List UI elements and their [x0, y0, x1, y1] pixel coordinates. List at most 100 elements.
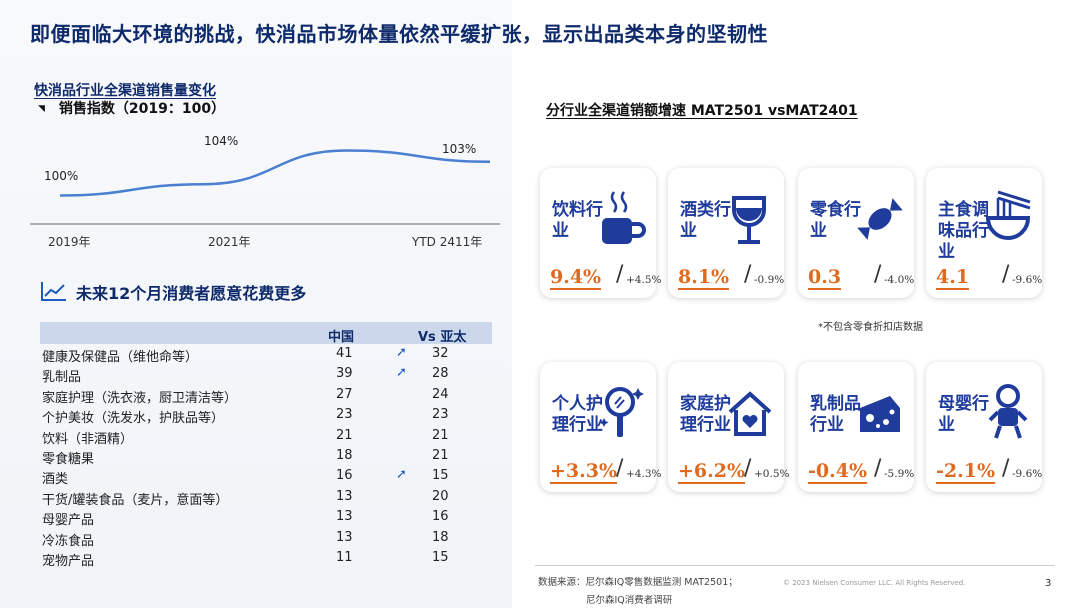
wine-glass-icon [726, 188, 774, 250]
source-note: 数据来源：尼尔森IQ零售数据监测 MAT2501； 尼尔森IQ消费者调研 [538, 574, 738, 610]
card-reference-value: -9.6% [1012, 468, 1043, 480]
row-china-value: 13 [336, 509, 353, 525]
row-apac-value: 15 [432, 468, 449, 484]
table-row: 冷冻食品 13 18 [40, 528, 492, 549]
table-row: 健康及保健品（维他命等） 41 ➚ 32 [40, 344, 492, 365]
category-growth-title: 分行业全渠道销额增速 MAT2501 vsMAT2401 [546, 103, 858, 119]
slash-divider: / [874, 262, 882, 287]
coffee-cup-icon [598, 188, 646, 250]
card-growth-value: 9.4% [550, 266, 602, 290]
page-number: 3 [1045, 578, 1052, 589]
row-apac-value: 18 [432, 529, 449, 545]
header-vs-apac: Vs 亚太 [418, 330, 467, 345]
row-category: 宠物产品 [42, 553, 95, 569]
sales-index-line-chart: 100% 104% 103% 2019年 2021年 YTD 2411年 [30, 134, 500, 249]
page-title: 即便面临大环境的挑战，快消品市场体量依然平缓扩张，显示出品类本身的坚韧性 [30, 22, 768, 46]
row-china-value: 27 [336, 386, 353, 402]
point-label-2021: 104% [204, 134, 238, 148]
card-growth-value: -2.1% [936, 460, 995, 484]
slash-divider: / [1002, 456, 1010, 481]
row-apac-value: 23 [432, 407, 449, 423]
card-reference-value: +4.5% [626, 274, 662, 286]
row-apac-value: 21 [432, 427, 449, 443]
left-panel-background [0, 0, 512, 608]
table-row: 干货/罐装食品（麦片，意面等） 13 20 [40, 487, 492, 508]
source-line-2: 尼尔森IQ消费者调研 [586, 595, 673, 606]
header-china: 中国 [328, 330, 355, 345]
slash-divider: / [874, 456, 882, 481]
row-category: 冷冻食品 [42, 533, 95, 549]
row-china-value: 41 [336, 346, 353, 361]
row-category: 母婴产品 [42, 513, 95, 529]
line-chart-title: 快消品行业全渠道销售量变化 [34, 83, 216, 99]
card-reference-value: -5.9% [884, 468, 915, 480]
card-growth-value: -0.4% [808, 460, 867, 484]
card-label: 饮料行业 [552, 200, 603, 241]
x-tick-2019: 2019年 [48, 235, 91, 249]
up-arrow-icon: ➚ [396, 345, 407, 360]
table-row: 饮料（非酒精） 21 21 [40, 426, 492, 447]
slash-divider: / [616, 262, 624, 287]
row-china-value: 39 [336, 366, 353, 382]
table-row: 宠物产品 11 15 [40, 548, 492, 569]
slash-divider: / [1002, 262, 1010, 287]
category-card: 饮料行业 9.4% / +4.5% [540, 168, 661, 298]
mirror-icon [598, 382, 646, 444]
table-header: 中国 Vs 亚太 [40, 322, 492, 345]
point-label-2019: 100% [44, 169, 78, 183]
row-category: 零食糖果 [42, 451, 95, 467]
candy-icon [856, 188, 904, 250]
baby-icon [984, 382, 1032, 444]
category-card: 零食行业 0.3 /-4.0% [798, 168, 914, 298]
row-apac-value: 28 [432, 366, 449, 382]
category-card: 酒类行业 8.1% / -0.9% [668, 168, 784, 298]
row-category: 干货/罐装食品（麦片，意面等） [42, 492, 229, 508]
card-growth-value: +6.2% [678, 460, 746, 484]
category-card: 母婴行业 -2.1% / -9.6% [926, 362, 1042, 492]
row-category: 健康及保健品（维他命等） [42, 350, 199, 365]
card-reference-value: +0.5% [754, 468, 790, 480]
row-china-value: 16 [336, 468, 353, 484]
card-label: 家庭护理行业 [680, 394, 731, 435]
row-apac-value: 15 [432, 549, 449, 565]
category-card: 家庭护理行业 +6.2% / +0.5% [668, 362, 789, 492]
wish-table-title: 未来12个月消费者愿意花费更多 [76, 284, 307, 303]
x-tick-2021: 2021年 [208, 235, 251, 249]
table-row: 个护美妆（洗发水，护肤品等） 23 23 [40, 405, 492, 427]
series-line [59, 149, 491, 197]
row-china-value: 13 [336, 488, 353, 504]
up-arrow-icon: ➚ [396, 365, 407, 381]
cheese-icon [856, 382, 904, 444]
category-card: 主食调味品行业 4.1 /-9.6% [926, 168, 1042, 298]
footer-divider [535, 565, 1055, 566]
copyright: © 2023 Nielsen Consumer LLC. All Rights … [783, 579, 966, 587]
table-row: 酒类 16 ➚ 15 [40, 466, 492, 488]
slash-divider: / [744, 456, 752, 481]
card-label: 零食行业 [810, 200, 861, 241]
row-china-value: 21 [336, 427, 353, 443]
card-reference-value: -0.9% [754, 274, 785, 286]
up-arrow-icon: ➚ [396, 467, 407, 483]
row-category: 饮料（非酒精） [42, 431, 134, 447]
card-label: 酒类行业 [680, 200, 731, 241]
card-growth-value: 0.3 [808, 266, 842, 290]
card-growth-value: +3.3% [550, 460, 618, 484]
row-apac-value: 32 [432, 346, 449, 361]
row-category: 乳制品 [42, 370, 82, 386]
row-category: 个护美妆（洗发水，护肤品等） [42, 411, 225, 427]
card-reference-value: -4.0% [884, 274, 915, 286]
table-row: 乳制品 39 ➚ 28 [40, 364, 492, 386]
point-label-ytd: 103% [442, 142, 476, 156]
row-china-value: 13 [336, 529, 353, 545]
card-label: 乳制品行业 [810, 394, 861, 435]
slash-divider: / [616, 456, 624, 481]
line-chart-subtitle-text: 销售指数（2019：100） [58, 101, 226, 117]
row-apac-value: 20 [432, 488, 449, 504]
row-category: 家庭护理（洗衣液，厨卫清洁等） [42, 390, 238, 406]
card-growth-value: 8.1% [678, 266, 730, 290]
card-label: 个人护理行业 [552, 394, 603, 435]
row-category: 酒类 [42, 472, 69, 488]
row-apac-value: 16 [432, 509, 449, 525]
noodle-bowl-icon [984, 188, 1032, 250]
row-apac-value: 24 [432, 386, 449, 402]
